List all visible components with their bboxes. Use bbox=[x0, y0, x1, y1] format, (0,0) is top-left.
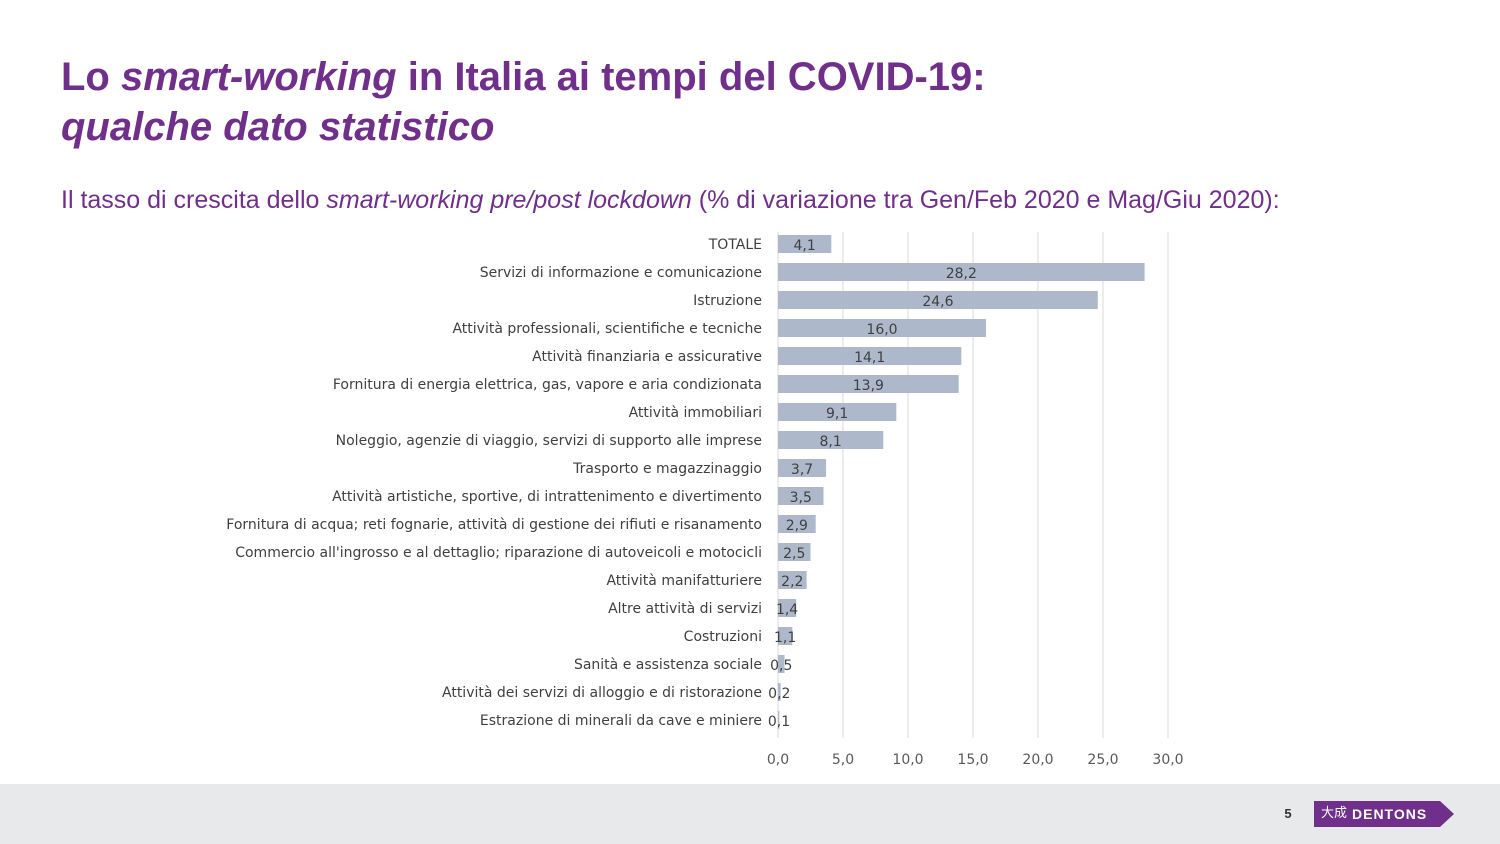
category-label: Servizi di informazione e comunicazione bbox=[480, 265, 762, 281]
title-text-part1: Lo bbox=[61, 55, 121, 99]
slide-subtitle: Il tasso di crescita dello smart-working… bbox=[61, 184, 1280, 216]
data-label: 0,5 bbox=[770, 658, 792, 674]
x-tick-label: 15,0 bbox=[957, 752, 988, 768]
category-label: Attività manifatturiere bbox=[606, 573, 762, 589]
bar bbox=[778, 431, 884, 449]
bar bbox=[778, 655, 785, 673]
x-tick-label: 25,0 bbox=[1087, 752, 1118, 768]
bar bbox=[778, 403, 897, 421]
data-label: 4,1 bbox=[794, 238, 816, 254]
bar-chart: 0,0 5,0 10,0 15,0 20,0 25,0 30,0 TOTALE 4,1 Servi… bbox=[226, 232, 1184, 768]
data-label: 1,1 bbox=[774, 630, 796, 646]
category-label: TOTALE bbox=[708, 237, 762, 253]
category-label: Costruzioni bbox=[684, 629, 762, 645]
category-label: Attività finanziaria e assicurative bbox=[532, 349, 762, 365]
category-label: Commercio all'ingrosso e al dettaglio; r… bbox=[235, 545, 762, 561]
data-label: 24,6 bbox=[922, 294, 953, 310]
category-label: Estrazione di minerali da cave e miniere bbox=[480, 713, 762, 729]
data-label: 3,5 bbox=[790, 490, 812, 506]
bar bbox=[778, 459, 827, 477]
subtitle-text-italic: smart-working pre/post lockdown bbox=[326, 186, 692, 214]
data-label: 2,2 bbox=[781, 574, 803, 590]
bar bbox=[778, 571, 807, 589]
logo-glyph: 大成 bbox=[1321, 806, 1348, 821]
bar bbox=[778, 627, 793, 645]
x-tick-label: 5,0 bbox=[832, 752, 854, 768]
data-label: 14,1 bbox=[854, 350, 885, 366]
data-label: 9,1 bbox=[826, 406, 848, 422]
bar bbox=[778, 711, 780, 729]
category-label: Altre attività di servizi bbox=[608, 601, 762, 617]
data-label: 8,1 bbox=[820, 434, 842, 450]
data-label: 3,7 bbox=[791, 462, 813, 478]
category-label: Trasporto e magazzinaggio bbox=[572, 461, 762, 477]
title-text-italic: smart-working bbox=[120, 55, 397, 99]
category-label: Fornitura di energia elettrica, gas, vap… bbox=[333, 377, 762, 393]
logo-text: DENTONS bbox=[1352, 806, 1428, 822]
bar bbox=[778, 263, 1145, 281]
category-label: Attività immobiliari bbox=[629, 405, 762, 421]
data-label: 16,0 bbox=[866, 322, 897, 338]
footer-bar: 5 大成 DENTONS bbox=[0, 784, 1500, 844]
category-label: Istruzione bbox=[693, 293, 762, 309]
title-text-part2: in Italia ai tempi del COVID-19: bbox=[396, 55, 986, 99]
bar bbox=[778, 319, 986, 337]
x-tick-label: 0,0 bbox=[767, 752, 789, 768]
dentons-logo: 大成 DENTONS bbox=[1314, 801, 1454, 827]
category-label: Attività professionali, scientifiche e t… bbox=[452, 321, 762, 337]
bar bbox=[778, 291, 1098, 309]
subtitle-text-part2: (% di variazione tra Gen/Feb 2020 e Mag/… bbox=[691, 186, 1280, 214]
x-tick-label: 30,0 bbox=[1152, 752, 1183, 768]
bar bbox=[778, 515, 816, 533]
data-label: 1,4 bbox=[776, 602, 798, 618]
logo-banner-shape bbox=[1314, 801, 1454, 827]
bar bbox=[778, 543, 811, 561]
data-label: 2,5 bbox=[783, 546, 805, 562]
bar bbox=[778, 375, 959, 393]
category-label: Sanità e assistenza sociale bbox=[574, 657, 762, 673]
data-label: 0,2 bbox=[768, 686, 790, 702]
category-label: Noleggio, agenzie di viaggio, servizi di… bbox=[336, 433, 762, 449]
data-label: 28,2 bbox=[946, 266, 977, 282]
page-number: 5 bbox=[1284, 806, 1292, 821]
data-label: 0,1 bbox=[768, 714, 790, 730]
bar bbox=[778, 347, 962, 365]
subtitle-text-part1: Il tasso di crescita dello bbox=[61, 186, 327, 214]
category-label: Attività artistiche, sportive, di intrat… bbox=[332, 489, 762, 505]
x-tick-label: 20,0 bbox=[1022, 752, 1053, 768]
x-tick-label: 10,0 bbox=[892, 752, 923, 768]
category-label: Attività dei servizi di alloggio e di ri… bbox=[442, 685, 762, 701]
bar bbox=[778, 235, 832, 253]
bar bbox=[778, 487, 824, 505]
data-label: 2,9 bbox=[786, 518, 808, 534]
slide-title: Lo smart-working in Italia ai tempi del … bbox=[61, 52, 986, 152]
category-label: Fornitura di acqua; reti fognarie, attiv… bbox=[226, 517, 762, 533]
data-label: 13,9 bbox=[853, 378, 884, 394]
bar bbox=[778, 683, 781, 701]
bar bbox=[778, 599, 797, 617]
title-line2: qualche dato statistico bbox=[61, 105, 495, 149]
